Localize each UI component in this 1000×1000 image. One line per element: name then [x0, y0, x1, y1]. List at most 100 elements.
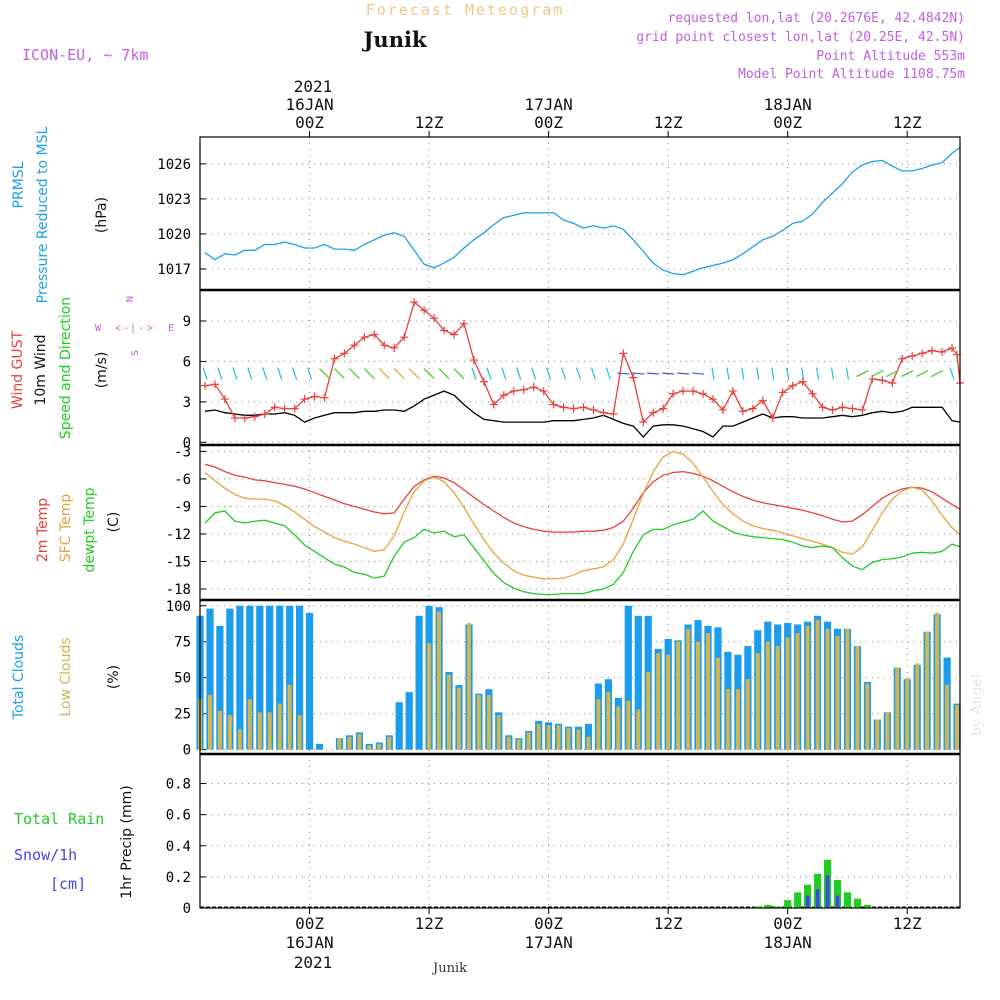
- low-cloud-bar: [805, 625, 810, 750]
- total-cloud-bar: [415, 615, 423, 750]
- low-cloud-bar: [267, 712, 272, 750]
- y-tick-label: 50: [174, 671, 191, 687]
- low-cloud-bar: [476, 695, 481, 750]
- x-tick-label-bottom: 00Z: [534, 914, 563, 933]
- rain-bar: [784, 900, 792, 908]
- x-tick-label-top: 12Z: [415, 113, 444, 132]
- wind-direction-arrow: [262, 367, 268, 380]
- clouds-unit: (%): [106, 665, 122, 689]
- low-cloud-bar: [616, 706, 621, 750]
- low-cloud-bar: [676, 641, 681, 750]
- y-tick-label: -15: [166, 554, 191, 570]
- gust-marker: [310, 392, 319, 401]
- gust-marker: [599, 408, 608, 417]
- gust-marker: [948, 343, 957, 352]
- wind-direction-arrow: [590, 367, 597, 380]
- low-cloud-bar: [706, 633, 710, 750]
- x-date-label-bottom: 18JAN: [764, 933, 812, 952]
- low-cloud-bar: [696, 641, 700, 750]
- wind-direction-arrow: [900, 370, 914, 378]
- gust-marker: [818, 403, 827, 412]
- total-clouds-label: Total Clouds: [11, 635, 27, 720]
- low-cloud-bar: [646, 672, 651, 750]
- gust-marker: [848, 404, 857, 413]
- gust-marker: [290, 404, 299, 413]
- pressure-label: Pressure Reduced to MSL: [35, 126, 51, 303]
- x-tick-label-top: 00Z: [534, 113, 563, 132]
- gust-marker: [440, 326, 449, 335]
- wind-direction-arrow: [662, 372, 675, 375]
- wind-direction-arrow: [930, 370, 944, 378]
- low-cloud-bar: [815, 620, 820, 750]
- gust-marker: [260, 410, 269, 418]
- grid-point-coords: grid point closest lon,lat (20.25E, 42.5…: [636, 30, 965, 45]
- total-cloud-bar: [624, 605, 632, 750]
- temp-2m-label: 2m Temp: [35, 498, 51, 562]
- y-tick-label: 3: [183, 395, 191, 411]
- gust-marker: [649, 408, 658, 417]
- snow-unit-label: [cm]: [50, 875, 86, 893]
- temp-2m-line: [204, 463, 961, 533]
- compass-e: E: [168, 323, 174, 334]
- gust-marker: [858, 405, 867, 414]
- wind-direction-arrow: [801, 367, 805, 380]
- low-cloud-bar: [357, 733, 362, 750]
- gust-marker: [708, 395, 717, 404]
- rain-bar: [794, 892, 802, 908]
- low-cloud-bar: [755, 653, 760, 750]
- watermark: by Angel: [969, 673, 985, 736]
- gust-marker: [240, 414, 249, 423]
- wind-direction-arrow: [915, 370, 929, 378]
- low-cloud-bar: [516, 739, 521, 750]
- y-tick-label: -6: [174, 472, 191, 488]
- low-cloud-bar: [457, 687, 461, 750]
- low-cloud-bar: [955, 705, 959, 750]
- total-cloud-bar: [306, 613, 314, 750]
- gust-marker: [679, 387, 688, 396]
- gust-marker: [828, 405, 837, 414]
- model-label: ICON-EU, ~ 7km: [22, 46, 148, 64]
- gust-marker: [728, 387, 737, 396]
- gust-marker: [250, 412, 259, 421]
- gust-marker: [469, 356, 478, 365]
- gust-marker: [410, 298, 419, 307]
- low-cloud-bar: [725, 689, 730, 750]
- x-tick-label-top: 00Z: [295, 113, 324, 132]
- low-cloud-bar: [227, 715, 232, 750]
- y-tick-label: 1026: [157, 157, 191, 173]
- gust-marker: [569, 404, 578, 413]
- low-cloud-bar: [626, 700, 631, 750]
- gust-marker: [340, 349, 349, 358]
- x-date-label-bottom: 17JAN: [525, 933, 573, 952]
- low-cloud-bar: [427, 643, 432, 750]
- gust-marker: [559, 403, 568, 412]
- wind-direction-arrow: [453, 368, 465, 379]
- low-cloud-bar: [586, 736, 591, 750]
- wind-direction-arrow: [531, 367, 537, 380]
- gust-marker: [430, 314, 439, 323]
- low-cloud-bar: [247, 699, 252, 750]
- wind-direction-arrow: [741, 367, 745, 380]
- gust-marker: [459, 319, 468, 328]
- y-tick-label: 0.6: [166, 808, 191, 824]
- wind-direction-arrow: [560, 367, 567, 380]
- low-cloud-bar: [656, 653, 661, 750]
- x-tick-label-bottom: 12Z: [415, 914, 444, 933]
- low-cloud-bar: [875, 719, 880, 750]
- gust-marker: [449, 330, 458, 339]
- total-cloud-bar: [256, 605, 264, 750]
- requested-coords: requested lon,lat (20.2676E, 42.4842N): [668, 11, 965, 26]
- low-cloud-bar: [536, 723, 541, 750]
- dewpoint-label: dewpt Temp: [82, 487, 98, 572]
- y-tick-label: 0.8: [166, 777, 191, 793]
- point-altitude: Point Altitude 553m: [816, 49, 965, 64]
- compass-n: N: [125, 296, 136, 302]
- low-cloud-bar: [546, 725, 551, 750]
- total-cloud-bar: [634, 615, 642, 750]
- dewpoint-line: [204, 510, 961, 596]
- low-cloud-bar: [785, 637, 790, 750]
- gust-marker: [718, 405, 727, 414]
- gust-marker: [420, 306, 429, 315]
- gust-marker: [200, 381, 209, 390]
- low-cloud-bar: [745, 679, 750, 750]
